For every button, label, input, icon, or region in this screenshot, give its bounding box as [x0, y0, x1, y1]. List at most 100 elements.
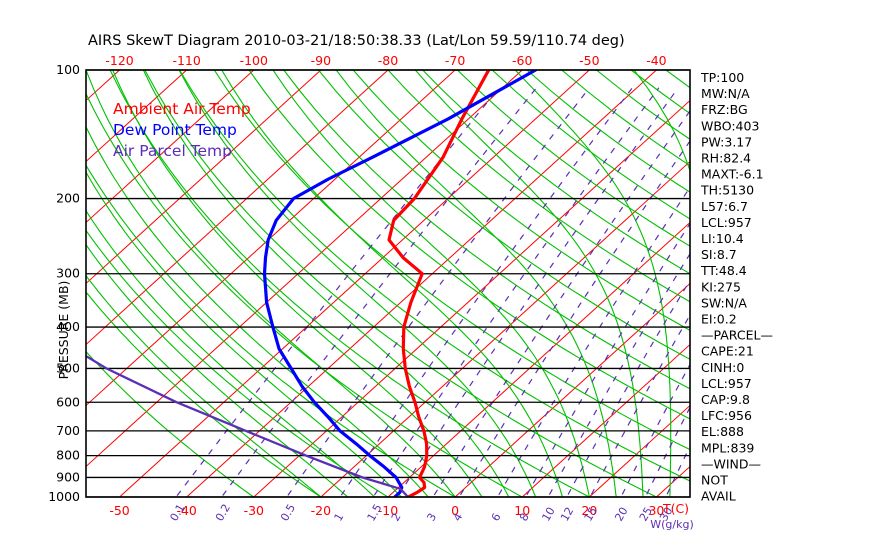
pressure-tick: 900: [56, 469, 80, 484]
isotherm-line: [86, 70, 389, 346]
isotherm-line: [387, 221, 690, 497]
top-temp-tick: -80: [378, 53, 398, 68]
dry-adiabat-line: [144, 70, 657, 497]
top-temp-tick: -50: [579, 53, 599, 68]
index-entry: NOT: [701, 473, 728, 488]
mixing-ratio-line: [458, 139, 690, 497]
index-entry: TT:48.4: [700, 263, 747, 278]
pressure-tick: 600: [56, 394, 80, 409]
series-curve-0: [387, 70, 491, 497]
pressure-tick: 300: [56, 266, 80, 281]
index-entry: MW:N/A: [701, 86, 750, 101]
index-entry: EL:888: [701, 424, 744, 439]
isotherm-line: [656, 465, 690, 497]
mixing-ratio-tick: 30: [657, 505, 675, 524]
index-entry: MPL:839: [701, 440, 754, 455]
moist-adiabat-line: [335, 70, 617, 497]
mixing-ratio-tick: 6: [489, 511, 504, 524]
mixing-ratio-tick: 10: [539, 505, 557, 524]
mixing-ratio-line: [220, 87, 537, 497]
pressure-tick: 400: [56, 319, 80, 334]
top-temp-tick: -100: [240, 53, 268, 68]
top-temp-tick: -70: [445, 53, 465, 68]
isotherm-line: [86, 70, 322, 285]
isotherm-group: [86, 70, 870, 497]
mix-axis-label: W(g/kg): [650, 518, 694, 531]
isotherm-line: [86, 70, 255, 224]
dry-adiabat-line: [735, 70, 870, 497]
isotherm-line: [119, 70, 590, 497]
moist-adiabat-line: [414, 70, 644, 497]
isotherm-line: [521, 343, 690, 497]
dry-adiabat-line: [491, 70, 690, 220]
top-temp-tick: -40: [646, 53, 666, 68]
mixing-ratio-line: [286, 87, 590, 497]
pressure-tick: 800: [56, 448, 80, 463]
dry-adiabat-line: [422, 70, 690, 275]
legend-label-0: Ambient Air Temp: [113, 100, 251, 118]
top-temp-tick: -90: [311, 53, 331, 68]
mixing-ratio-tick: 20: [612, 505, 630, 524]
bottom-temp-tick: 20: [581, 503, 597, 518]
index-entry: —PARCEL—: [701, 328, 773, 343]
dry-adiabat-line: [665, 70, 690, 89]
y-axis-label: PRESSURE (MB): [56, 281, 71, 380]
index-entry: TH:5130: [700, 183, 754, 198]
dry-adiabat-line: [457, 70, 690, 247]
mixing-ratio-line: [339, 87, 633, 497]
dry-adiabat-line: [86, 291, 322, 497]
dry-adiabat-line: [352, 70, 690, 331]
moist-adiabat-line: [178, 70, 537, 497]
mixing-ratio-tick: 3: [424, 511, 439, 524]
pressure-tick: 500: [56, 360, 80, 375]
top-temp-tick: -60: [512, 53, 532, 68]
mixing-ratio-tick: 25: [637, 505, 655, 524]
background-lines: [86, 70, 870, 497]
pressure-tick: 1000: [48, 489, 80, 504]
dry-adiabat-line: [387, 70, 690, 303]
isotherm-line: [588, 404, 690, 497]
top-temp-tick: -110: [172, 53, 200, 68]
mixing-ratio-line: [566, 279, 690, 497]
index-entry: LI:10.4: [701, 231, 744, 246]
series-curve-1: [262, 70, 538, 497]
dry-adiabat-line: [109, 70, 590, 497]
isotherm-line: [791, 70, 870, 497]
dry-adiabat-line: [248, 70, 690, 420]
index-entry: KI:275: [701, 279, 741, 294]
mixing-ratio-line: [665, 444, 690, 497]
pressure-tick: 100: [56, 62, 80, 77]
index-entry: AVAIL: [701, 489, 736, 504]
moist-adiabat-line: [86, 125, 429, 497]
isotherm-line: [186, 70, 657, 497]
index-entry: SI:8.7: [701, 247, 737, 262]
moist-adiabat-line: [86, 243, 349, 497]
bottom-temp-tick: -40: [176, 503, 196, 518]
mixing-ratio-line: [432, 109, 690, 497]
legend-label-2: Air Parcel Temp: [113, 142, 232, 160]
bottom-temp-tick: -20: [311, 503, 331, 518]
moist-adiabat-line: [112, 70, 483, 497]
index-entry: TP:100: [700, 70, 744, 85]
isotherm-line: [86, 70, 523, 468]
moist-adiabat-line: [86, 274, 322, 497]
moist-adiabat-line: [142, 70, 510, 497]
isotherm-line: [86, 70, 456, 407]
pressure-tick: 700: [56, 423, 80, 438]
dry-adiabat-line: [86, 92, 523, 497]
mixing-ratio-group: [175, 87, 690, 497]
moist-adiabat-line: [221, 70, 564, 497]
mixing-ratio-tick: 12: [558, 505, 576, 524]
mixing-ratio-tick: 0.2: [213, 502, 233, 524]
index-entry: CINH:0: [701, 360, 744, 375]
chart-title: AIRS SkewT Diagram 2010-03-21/18:50:38.3…: [88, 33, 625, 49]
bottom-temp-tick: -10: [378, 503, 398, 518]
index-entry: L57:6.7: [701, 199, 748, 214]
bottom-temp-tick: -30: [244, 503, 264, 518]
plot-frame: [85, 69, 691, 498]
dry-adiabat-line: [213, 70, 690, 451]
isotherm-line: [253, 99, 690, 497]
legend-label-1: Dew Point Temp: [113, 121, 237, 139]
isotherm-line: [454, 282, 690, 497]
